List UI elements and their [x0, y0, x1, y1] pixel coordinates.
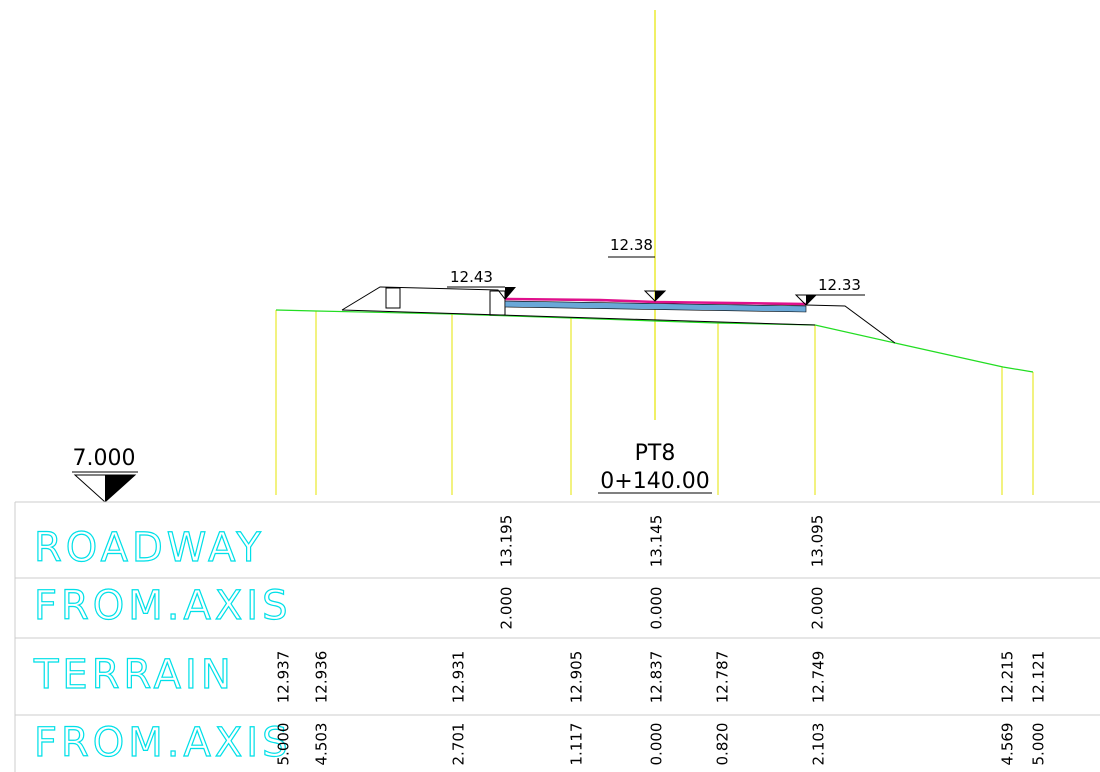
table-value: 5.000: [1030, 723, 1048, 766]
elevation-label: 12.38: [610, 236, 653, 254]
terrain-verticals: [275, 310, 1034, 495]
table-value: 0.000: [648, 723, 666, 766]
table-value: 5.000: [275, 723, 293, 766]
table-value: 13.195: [498, 515, 516, 568]
marker: [806, 295, 816, 305]
station-name: PT8: [635, 441, 676, 466]
datum-marker: [105, 475, 135, 502]
table-value: 12.215: [999, 651, 1017, 704]
table-value: 0.820: [714, 723, 732, 766]
table-value: 0.000: [648, 587, 666, 630]
curb-outer: [385, 287, 401, 309]
table-value: 4.503: [313, 723, 331, 766]
pavement-surface: [504, 297, 807, 306]
table-value: 12.937: [275, 651, 293, 704]
table-value: 4.569: [999, 723, 1017, 766]
table-value: 13.095: [809, 515, 827, 568]
table-value: 2.000: [498, 587, 516, 630]
row-label: ROADWAY: [34, 525, 265, 571]
marker: [655, 291, 665, 301]
table-value: 12.936: [313, 651, 331, 704]
elevation-label: 12.43: [450, 268, 493, 286]
table-value: 1.117: [568, 723, 586, 766]
datum-label: 7.000: [73, 446, 136, 471]
row-label: FROM.AXIS: [34, 583, 291, 629]
table-value: 12.787: [714, 651, 732, 704]
table-grid: [14, 501, 1100, 772]
table-value: 2.701: [450, 723, 468, 766]
terrain-line: [275, 309, 1034, 373]
table-value: 12.121: [1030, 651, 1048, 704]
table-value: 2.103: [810, 723, 828, 766]
pavement-layers: [504, 300, 807, 313]
row-label: TERRAIN: [33, 652, 235, 698]
station-chainage: 0+140.00: [600, 469, 709, 494]
row-label: FROM.AXIS: [34, 720, 291, 766]
elevation-label: 12.33: [818, 276, 861, 294]
marker: [505, 287, 516, 300]
curb-left: [489, 290, 506, 316]
road-base: [341, 309, 816, 326]
table-value: 12.749: [810, 651, 828, 704]
table-value: 12.837: [648, 651, 666, 704]
table-value: 12.905: [568, 651, 586, 704]
table-value: 2.000: [809, 587, 827, 630]
table-value: 12.931: [450, 651, 468, 704]
table-value: 13.145: [648, 515, 666, 568]
